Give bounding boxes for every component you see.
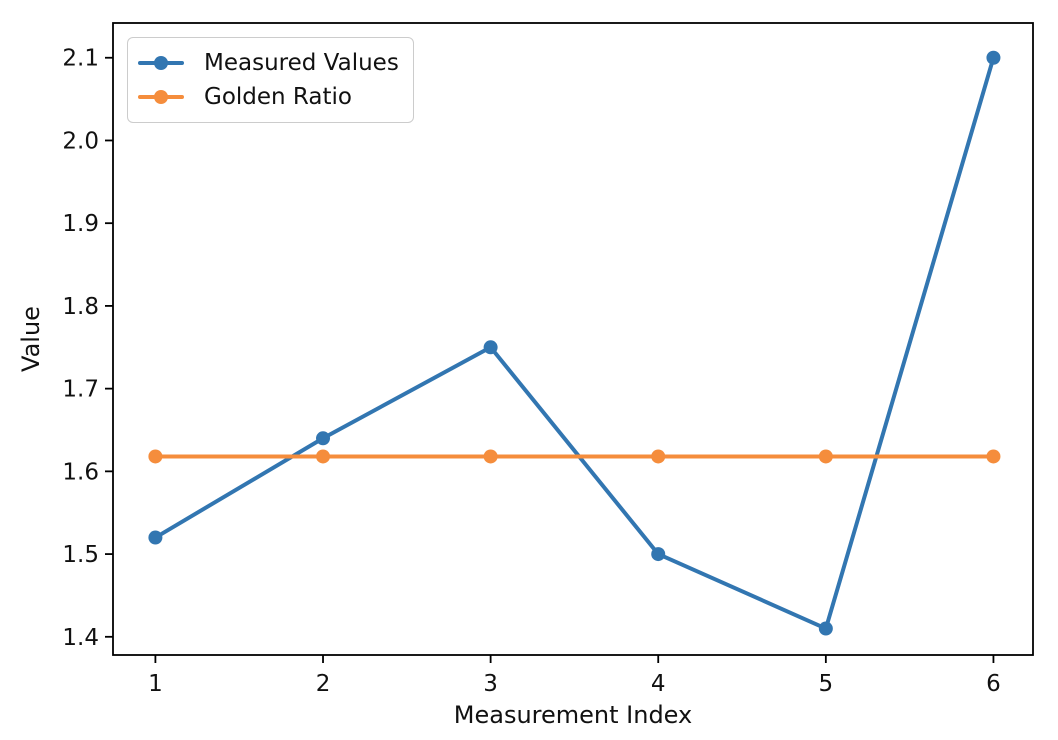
data-point-marker [986, 50, 1001, 65]
data-point-marker [986, 449, 1001, 464]
legend-marker-golden [154, 90, 168, 104]
data-point-marker [818, 621, 833, 636]
y-tick-label: 1.9 [62, 211, 99, 237]
legend-item-golden-ratio: Golden Ratio [138, 80, 399, 114]
legend-label-measured: Measured Values [204, 50, 399, 76]
y-tick-label: 1.4 [62, 625, 99, 651]
legend-label-golden: Golden Ratio [204, 84, 352, 110]
data-point-marker [818, 449, 833, 464]
legend-item-measured-values: Measured Values [138, 46, 399, 80]
series-measured-values [148, 50, 1001, 636]
x-tick-label: 4 [651, 671, 666, 697]
x-tick-label: 5 [819, 671, 834, 697]
series-golden-ratio [148, 449, 1001, 464]
data-point-marker [651, 547, 666, 562]
y-axis-label: Value [17, 306, 45, 372]
axes-spines [112, 22, 1034, 656]
data-point-marker [483, 449, 498, 464]
data-point-marker [316, 449, 331, 464]
y-axis: 1.4 1.5 1.6 1.7 1.8 1.9 2.0 2.1 [62, 46, 113, 651]
legend-marker-measured [154, 56, 168, 70]
data-point-marker [483, 340, 498, 355]
legend: Measured Values Golden Ratio [127, 37, 414, 123]
x-axis-label: Measurement Index [453, 701, 693, 729]
legend-line-sample-measured [138, 56, 184, 70]
y-tick-label: 2.0 [62, 128, 99, 154]
y-tick-label: 1.5 [62, 542, 99, 568]
x-tick-label: 2 [316, 671, 331, 697]
y-tick-label: 2.1 [62, 46, 99, 72]
x-tick-label: 1 [148, 671, 163, 697]
y-tick-label: 1.8 [62, 294, 99, 320]
data-point-marker [316, 431, 331, 446]
x-tick-label: 6 [986, 671, 1001, 697]
data-point-marker [148, 530, 163, 545]
data-point-marker [651, 449, 666, 464]
y-tick-label: 1.7 [62, 377, 99, 403]
series-line [153, 55, 996, 631]
y-tick-label: 1.6 [62, 459, 99, 485]
x-tick-label: 3 [483, 671, 498, 697]
x-axis: 1 2 3 4 5 6 [148, 655, 1001, 697]
legend-line-sample-golden [138, 90, 184, 104]
data-point-marker [148, 449, 163, 464]
